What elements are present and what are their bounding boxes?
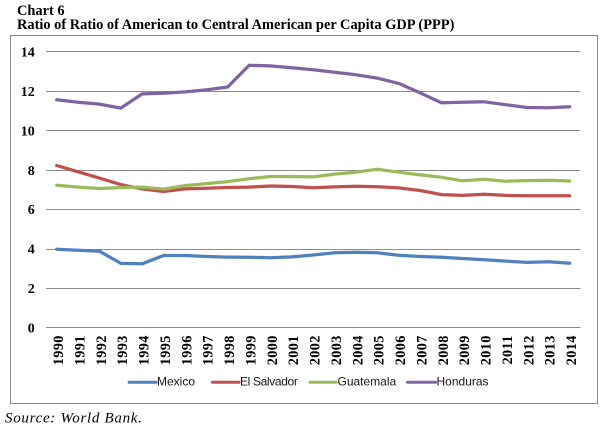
svg-text:Guatemala: Guatemala (338, 375, 397, 389)
svg-text:1994: 1994 (137, 335, 153, 365)
svg-text:1993: 1993 (115, 335, 131, 365)
svg-text:2001: 2001 (286, 335, 302, 365)
svg-text:0: 0 (28, 322, 35, 337)
svg-text:2008: 2008 (436, 335, 452, 365)
svg-text:2: 2 (28, 282, 35, 297)
svg-text:2005: 2005 (372, 335, 388, 365)
svg-text:1999: 1999 (244, 335, 260, 365)
svg-text:1998: 1998 (222, 335, 238, 365)
svg-text:2004: 2004 (350, 335, 366, 365)
svg-text:Mexico: Mexico (157, 375, 195, 389)
svg-text:1991: 1991 (73, 335, 89, 365)
svg-text:2007: 2007 (415, 335, 431, 365)
svg-text:1992: 1992 (94, 335, 110, 365)
svg-text:2003: 2003 (329, 335, 345, 365)
svg-text:2002: 2002 (308, 335, 324, 365)
svg-text:2013: 2013 (543, 335, 559, 365)
svg-text:14: 14 (21, 46, 35, 61)
svg-text:El Salvador: El Salvador (240, 375, 298, 389)
svg-text:2012: 2012 (521, 335, 537, 365)
svg-text:2009: 2009 (457, 335, 473, 365)
svg-text:1990: 1990 (51, 335, 67, 365)
svg-text:2014: 2014 (564, 335, 580, 365)
svg-text:2010: 2010 (479, 335, 495, 365)
svg-text:2006: 2006 (393, 335, 409, 365)
svg-text:8: 8 (28, 164, 35, 179)
svg-text:6: 6 (28, 203, 35, 218)
svg-text:1995: 1995 (158, 335, 174, 365)
svg-text:Source: World Bank.: Source: World Bank. (5, 411, 143, 427)
svg-text:1997: 1997 (201, 335, 217, 365)
svg-text:Honduras: Honduras (437, 375, 489, 389)
svg-text:1996: 1996 (179, 335, 195, 365)
svg-text:Ratio of Ratio of American to: Ratio of Ratio of American to Central Am… (17, 17, 455, 33)
svg-text:12: 12 (21, 85, 35, 100)
svg-text:Chart 6: Chart 6 (17, 3, 65, 19)
svg-text:2011: 2011 (500, 335, 516, 364)
svg-text:10: 10 (21, 124, 35, 139)
svg-text:2000: 2000 (265, 335, 281, 365)
svg-text:4: 4 (28, 243, 35, 258)
